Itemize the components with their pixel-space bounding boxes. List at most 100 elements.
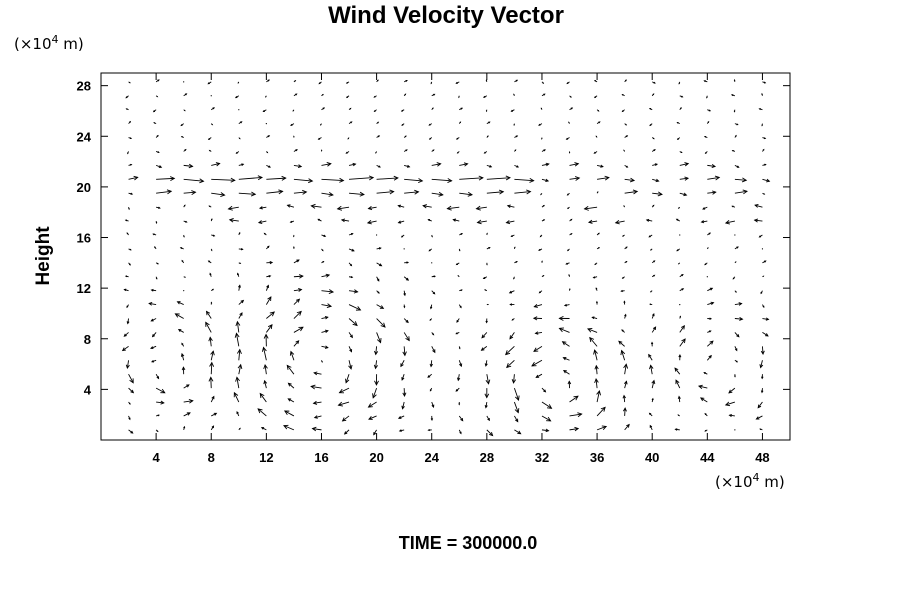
wind-vector	[509, 332, 515, 340]
wind-vector	[707, 301, 715, 306]
wind-vector	[428, 123, 432, 126]
wind-vector	[486, 189, 505, 195]
wind-vector	[317, 137, 322, 140]
wind-vector	[293, 80, 297, 83]
wind-vector	[706, 276, 708, 278]
x-unit-prefix: (×10	[715, 473, 753, 491]
wind-vector	[180, 352, 185, 361]
wind-vector	[123, 332, 129, 337]
wind-vector	[678, 353, 682, 361]
wind-vector	[125, 108, 129, 111]
wind-vector	[533, 303, 543, 308]
wind-vector	[403, 332, 410, 342]
wind-vector	[762, 304, 765, 308]
wind-vector	[210, 123, 214, 126]
wind-vector	[238, 312, 243, 319]
wind-vector	[679, 303, 681, 306]
wind-vector	[177, 329, 184, 333]
wind-vector	[260, 427, 267, 431]
wind-vector	[238, 262, 242, 264]
wind-vector	[403, 93, 407, 97]
wind-vector	[587, 327, 598, 333]
wind-vector	[541, 401, 553, 409]
wind-vector	[700, 397, 708, 403]
wind-vector	[762, 137, 767, 140]
wind-vector	[649, 424, 653, 431]
wind-vector	[376, 79, 379, 83]
wind-vector	[511, 374, 517, 384]
wind-vector	[289, 350, 295, 361]
wind-vector	[292, 109, 295, 112]
wind-vector	[266, 135, 271, 138]
wind-vector	[429, 360, 433, 368]
wind-vector	[514, 164, 520, 168]
wind-vector	[591, 316, 598, 320]
wind-vector	[561, 341, 570, 347]
wind-vector	[287, 382, 295, 389]
wind-vector	[456, 151, 460, 154]
wind-vector	[458, 346, 461, 350]
wind-vector	[621, 276, 625, 279]
wind-vector	[373, 95, 377, 98]
wind-vector	[374, 346, 379, 356]
wind-vector	[128, 163, 133, 166]
wind-vector	[596, 232, 600, 236]
wind-vector	[238, 427, 241, 431]
wind-vector	[376, 247, 382, 250]
wind-vector	[567, 248, 570, 252]
wind-vector	[422, 204, 432, 209]
wind-vector	[513, 123, 515, 127]
wind-vector	[484, 401, 488, 409]
wind-vector	[648, 353, 653, 361]
wind-vector	[508, 290, 515, 294]
wind-vector	[238, 121, 243, 125]
wind-vector	[128, 415, 131, 421]
wind-vector	[183, 234, 185, 238]
wind-vector	[234, 332, 240, 347]
wind-vector	[624, 123, 628, 126]
wind-vector	[679, 151, 683, 154]
wind-vector	[595, 300, 598, 305]
wind-vector	[706, 354, 712, 361]
wind-vector	[293, 298, 301, 305]
wind-vector	[458, 248, 461, 252]
wind-vector	[128, 81, 131, 84]
wind-vector	[293, 340, 300, 347]
wind-vector	[183, 109, 186, 112]
wind-vector	[459, 289, 463, 292]
wind-vector	[228, 218, 239, 223]
wind-vector	[156, 206, 161, 209]
y-unit-prefix: (×10	[14, 35, 52, 53]
wind-vector	[707, 232, 711, 236]
wind-vector	[235, 376, 240, 389]
wind-vector	[265, 284, 270, 291]
wind-vector	[429, 387, 433, 392]
wind-vector	[431, 107, 434, 110]
wind-vector	[128, 387, 135, 394]
wind-vector	[321, 289, 335, 294]
wind-vector	[235, 151, 240, 154]
wind-vector	[128, 401, 131, 405]
wind-vector	[614, 219, 625, 225]
wind-vector	[128, 120, 132, 124]
wind-vector	[703, 80, 708, 83]
wind-vector	[514, 429, 522, 435]
wind-vector	[624, 423, 630, 431]
wind-vector	[293, 93, 298, 97]
wind-vector	[348, 121, 353, 125]
wind-vector	[624, 164, 629, 168]
wind-vector	[320, 123, 322, 126]
wind-vector	[541, 387, 547, 393]
wind-vector	[155, 373, 160, 380]
wind-vector	[760, 290, 763, 295]
wind-vector	[514, 135, 519, 138]
wind-vector	[593, 95, 598, 99]
wind-vector	[595, 287, 598, 291]
wind-vector	[312, 400, 322, 405]
wind-vector	[514, 149, 517, 152]
wind-vector	[181, 342, 185, 347]
wind-vector	[151, 359, 157, 363]
wind-vector	[321, 107, 326, 111]
wind-vector	[513, 246, 516, 250]
